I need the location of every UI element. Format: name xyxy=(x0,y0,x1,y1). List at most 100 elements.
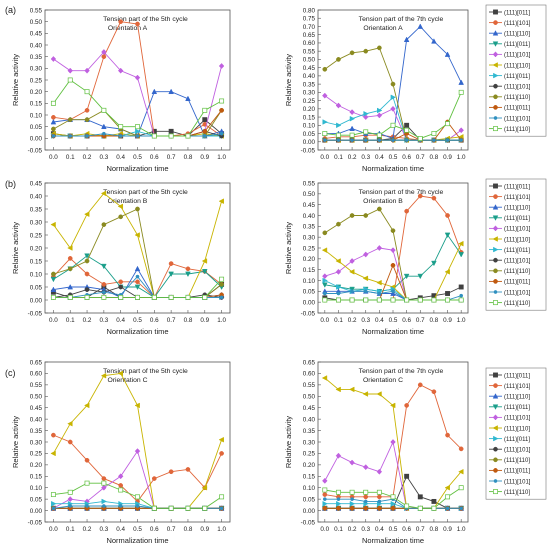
y-tick-label: 0.20 xyxy=(30,245,43,252)
legend-swatch-marker xyxy=(492,225,499,232)
data-point xyxy=(458,79,464,85)
legend-label: (111)[011] xyxy=(504,248,530,254)
legend-item: (111)[011] xyxy=(489,183,530,190)
legend-swatch-marker xyxy=(493,457,498,463)
legend-swatch-marker xyxy=(493,446,498,452)
legend-item: (111)[110] xyxy=(489,30,530,38)
data-point xyxy=(135,494,140,500)
data-point xyxy=(431,131,437,136)
data-point xyxy=(322,492,328,497)
chart-subtitle: Orientation B xyxy=(363,198,403,205)
y-tick-label: -0.05 xyxy=(28,310,43,317)
x-tick-label: 0.5 xyxy=(389,317,398,324)
legend-item: (111)[011] xyxy=(489,435,530,443)
data-point xyxy=(349,132,355,138)
data-point xyxy=(101,484,107,491)
data-point xyxy=(84,211,90,218)
y-tick-label: 0.25 xyxy=(30,77,43,84)
legend-label: (111)[101] xyxy=(504,290,531,296)
legend-swatch-marker xyxy=(493,126,498,132)
data-point xyxy=(349,489,355,495)
y-tick-label: 0.45 xyxy=(30,180,43,187)
data-point xyxy=(390,262,396,268)
data-point xyxy=(118,214,124,220)
data-point xyxy=(445,138,450,142)
data-point xyxy=(377,494,382,500)
y-axis-label: Relative activity xyxy=(284,222,293,274)
y-tick-label: 0.30 xyxy=(30,66,43,73)
data-point xyxy=(459,293,464,298)
legend-item: (111)[110] xyxy=(489,268,530,275)
x-tick-label: 0.2 xyxy=(348,526,357,533)
data-point xyxy=(118,284,124,290)
data-point xyxy=(404,138,409,142)
data-point xyxy=(349,500,356,507)
chart-subtitle: Orientation C xyxy=(363,377,403,384)
legend-item: (111)[011] xyxy=(489,468,530,475)
y-tick-label: 0.00 xyxy=(30,136,43,143)
data-point xyxy=(134,232,140,238)
data-point xyxy=(117,370,124,377)
x-tick-label: 0.3 xyxy=(361,526,370,533)
data-point xyxy=(377,499,382,504)
legend-label: (111)[011] xyxy=(504,373,530,379)
legend-item: (111)[101] xyxy=(489,225,531,233)
y-tick-label: 0.10 xyxy=(303,123,316,130)
chart-subtitle: Orientation A xyxy=(363,25,403,32)
data-point xyxy=(202,505,208,511)
y-tick-label: 0.10 xyxy=(30,271,43,278)
data-point xyxy=(445,297,450,303)
data-point xyxy=(218,63,225,69)
data-point xyxy=(118,279,124,285)
data-point xyxy=(458,468,464,475)
y-tick-label: 0.55 xyxy=(30,382,43,389)
y-tick-label: 0.55 xyxy=(303,180,316,187)
data-point xyxy=(135,294,140,300)
data-point xyxy=(50,100,56,106)
y-tick-label: 0.10 xyxy=(303,278,316,285)
data-point xyxy=(417,273,424,280)
data-point xyxy=(67,67,73,74)
series-12 xyxy=(322,297,464,303)
legend-label: (111)[011] xyxy=(504,106,530,112)
data-point xyxy=(322,66,328,72)
data-point xyxy=(336,122,342,129)
data-point xyxy=(445,291,450,296)
data-point xyxy=(101,476,107,481)
data-point xyxy=(102,131,106,136)
x-tick-label: 0.6 xyxy=(402,317,411,324)
data-point xyxy=(219,282,224,287)
y-tick-label: 0.45 xyxy=(30,405,43,412)
data-point xyxy=(168,88,174,95)
data-point xyxy=(445,506,450,511)
data-point xyxy=(201,484,208,491)
legend-label: (111)[011] xyxy=(504,42,530,48)
data-point xyxy=(118,124,124,130)
data-point xyxy=(51,126,56,132)
data-point xyxy=(431,260,437,267)
x-tick-label: 0.5 xyxy=(133,526,142,533)
y-tick-label: 0.15 xyxy=(303,474,316,481)
data-point xyxy=(84,117,90,123)
data-point xyxy=(336,132,341,138)
x-tick-label: 0.2 xyxy=(83,317,92,324)
data-point xyxy=(445,494,450,500)
legend-item: (111)[011] xyxy=(489,215,530,222)
y-axis-label: Relative activity xyxy=(11,416,20,468)
legend-label: (111)[110] xyxy=(504,426,530,432)
data-point xyxy=(349,125,355,131)
y-tick-label: 0.30 xyxy=(303,90,316,97)
data-point xyxy=(349,386,355,393)
y-tick-label: 0.05 xyxy=(30,284,43,291)
y-tick-label: 0.55 xyxy=(303,382,316,389)
legend-label: (111)[101] xyxy=(504,21,531,27)
data-point xyxy=(84,67,90,74)
data-point xyxy=(202,117,208,123)
legend-label: (111)[110] xyxy=(504,127,530,133)
data-point xyxy=(168,294,174,300)
legend-swatch-marker xyxy=(492,30,499,36)
data-point xyxy=(363,499,368,504)
data-point xyxy=(445,121,450,127)
legend-swatch-marker xyxy=(493,116,498,120)
legend-swatch-marker xyxy=(493,479,498,483)
